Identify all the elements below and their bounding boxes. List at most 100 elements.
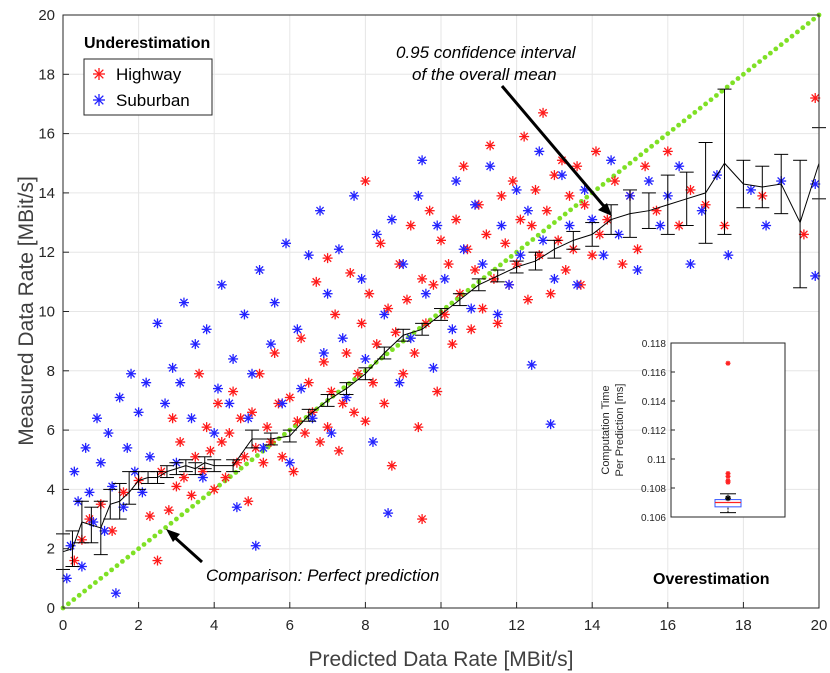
perfect-prediction-point (552, 220, 557, 225)
highway-point (662, 146, 673, 157)
highway-point (322, 422, 333, 433)
highway-point (349, 407, 360, 418)
inset-outlier (725, 360, 731, 366)
highway-point (212, 398, 223, 409)
ci-error-bar (547, 239, 562, 259)
highway-point (507, 176, 518, 187)
perfect-prediction-point (670, 126, 676, 132)
perfect-prediction-point (778, 42, 784, 48)
perfect-prediction-point (719, 88, 725, 94)
perfect-prediction-point (465, 287, 471, 293)
suburban-point (466, 303, 477, 314)
highway-point (201, 422, 212, 433)
highway-point (451, 214, 462, 225)
perfect-prediction-point (773, 46, 779, 52)
suburban-point (126, 368, 137, 379)
legend-label-highway: Highway (116, 65, 182, 84)
perfect-prediction-point (525, 241, 530, 247)
suburban-point (201, 324, 212, 335)
highway-point (477, 303, 488, 314)
highway-point (500, 238, 511, 249)
suburban-point (216, 279, 227, 290)
perfect-prediction-point (638, 152, 644, 158)
highway-point (519, 131, 530, 142)
highway-point (337, 398, 348, 409)
ci-error-bar (197, 456, 212, 470)
perfect-prediction-annotation: Comparison: Perfect prediction (206, 566, 439, 585)
perfect-prediction-point (697, 105, 703, 111)
highway-point (186, 490, 197, 501)
y-axis-ticks: 0 2 4 6 8 10 12 14 16 18 20 (38, 7, 69, 617)
suburban-point (655, 220, 666, 231)
suburban-point (417, 155, 428, 166)
perfect-prediction-point (492, 266, 498, 272)
y-tick-label: 4 (47, 481, 55, 498)
perfect-prediction-point (454, 296, 460, 302)
ci-error-bar (188, 462, 203, 476)
ci-error-bar (641, 192, 656, 229)
perfect-prediction-point (562, 211, 568, 217)
suburban-point (504, 279, 515, 290)
perfect-prediction-point (703, 101, 708, 107)
suburban-point (485, 161, 496, 172)
suburban-point (160, 398, 171, 409)
inset-tick-label: 0.11 (647, 455, 666, 466)
suburban-point (315, 205, 326, 216)
ci-error-bar (623, 189, 637, 238)
perfect-prediction-point (724, 84, 730, 90)
perfect-prediction-point (660, 135, 665, 141)
highway-point (530, 184, 541, 195)
suburban-point (386, 214, 397, 225)
ci-error-bar (339, 382, 354, 396)
suburban-point (197, 472, 208, 483)
highway-point (492, 318, 503, 329)
highway-point (371, 339, 382, 350)
perfect-prediction-point (633, 156, 638, 162)
perfect-prediction-point (692, 110, 698, 115)
suburban-point (144, 451, 155, 462)
ci-error-bar (84, 506, 99, 544)
ci-error-bar (245, 429, 259, 449)
perfect-prediction-point (784, 38, 789, 43)
highway-point (436, 235, 446, 246)
perfect-prediction-point (120, 559, 125, 564)
highway-point (315, 436, 326, 447)
perfect-prediction-point (811, 16, 816, 22)
perfect-prediction-point (136, 546, 142, 552)
highway-point (375, 238, 386, 249)
highway-point (209, 484, 220, 495)
ci-error-bar (159, 465, 174, 479)
suburban-point (212, 383, 223, 394)
perfect-prediction-point (201, 495, 206, 501)
suburban-point (326, 428, 337, 439)
inset-box (714, 360, 742, 514)
suburban-point (231, 502, 242, 513)
x-tick-label: 16 (659, 617, 676, 634)
suburban-point (69, 466, 80, 477)
perfect-prediction-point (147, 537, 152, 543)
highway-point (481, 229, 492, 240)
x-tick-label: 2 (134, 617, 142, 634)
perfect-prediction-point (681, 118, 687, 124)
perfect-prediction-point (93, 580, 98, 585)
perfect-prediction-point (503, 258, 509, 264)
perfect-prediction-point (125, 554, 131, 560)
perfect-prediction-point (546, 224, 552, 230)
perfect-prediction-point (141, 542, 147, 547)
suburban-point (420, 288, 431, 299)
suburban-point (526, 359, 537, 370)
perfect-prediction-point (103, 571, 109, 577)
highway-point (587, 250, 598, 261)
inset-tick-label: 0.112 (642, 426, 667, 437)
perfect-prediction-point (600, 182, 606, 187)
perfect-prediction-point (195, 499, 201, 505)
inset-mean-marker (725, 495, 731, 502)
series-perfect-prediction (60, 12, 822, 611)
ci-error-bar (93, 500, 108, 556)
perfect-prediction-point (433, 313, 438, 319)
highway-point (364, 288, 375, 299)
inset-boxplot: 0.106 0.108 0.11 0.112 0.114 0.116 0.118 Compu… (600, 339, 786, 524)
suburban-point (110, 588, 121, 599)
perfect-prediction-point (152, 533, 158, 539)
suburban-point (250, 540, 261, 551)
